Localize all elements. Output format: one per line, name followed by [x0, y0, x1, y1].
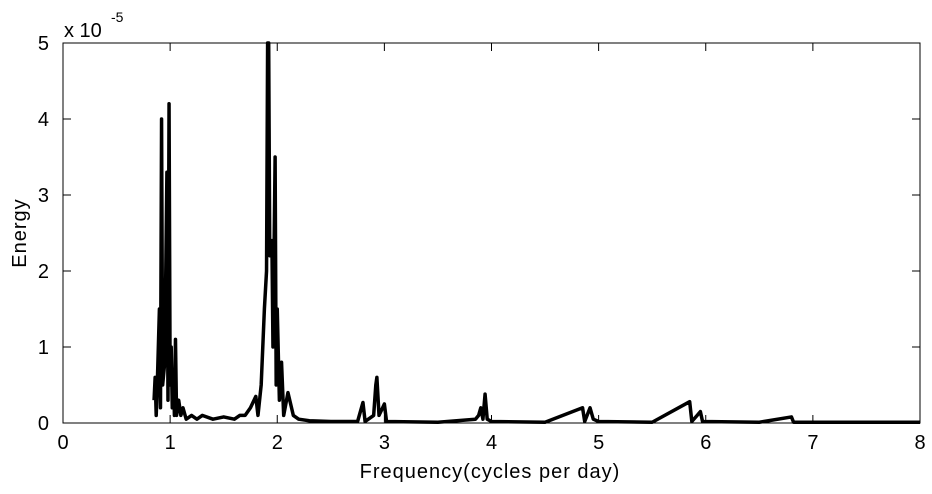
x-tick-label: 5: [593, 432, 604, 454]
x-tick-label: 3: [379, 432, 390, 454]
y-tick-label: 3: [38, 185, 49, 207]
plot-area: [63, 43, 920, 423]
y-tick-label: 2: [38, 261, 49, 283]
y-offset-base: x 10: [64, 20, 102, 42]
y-tick-label: 1: [38, 337, 49, 359]
y-offset-exponent: -5: [111, 9, 124, 25]
x-tick-label: 4: [486, 432, 497, 454]
y-tick-label: 0: [38, 413, 49, 435]
y-tick-label: 5: [38, 33, 49, 55]
x-tick-label: 1: [165, 432, 176, 454]
x-tick-label: 8: [914, 432, 925, 454]
x-tick-label: 7: [807, 432, 818, 454]
x-tick-label: 0: [57, 432, 68, 454]
x-tick-label: 6: [700, 432, 711, 454]
y-axis-label: Energy: [9, 198, 31, 267]
spectrum-line: [152, 41, 920, 424]
y-tick-label: 4: [38, 109, 49, 131]
x-tick-label: 2: [272, 432, 283, 454]
x-axis-label: Frequency(cycles per day): [360, 461, 621, 483]
axes-box: [62, 42, 921, 424]
